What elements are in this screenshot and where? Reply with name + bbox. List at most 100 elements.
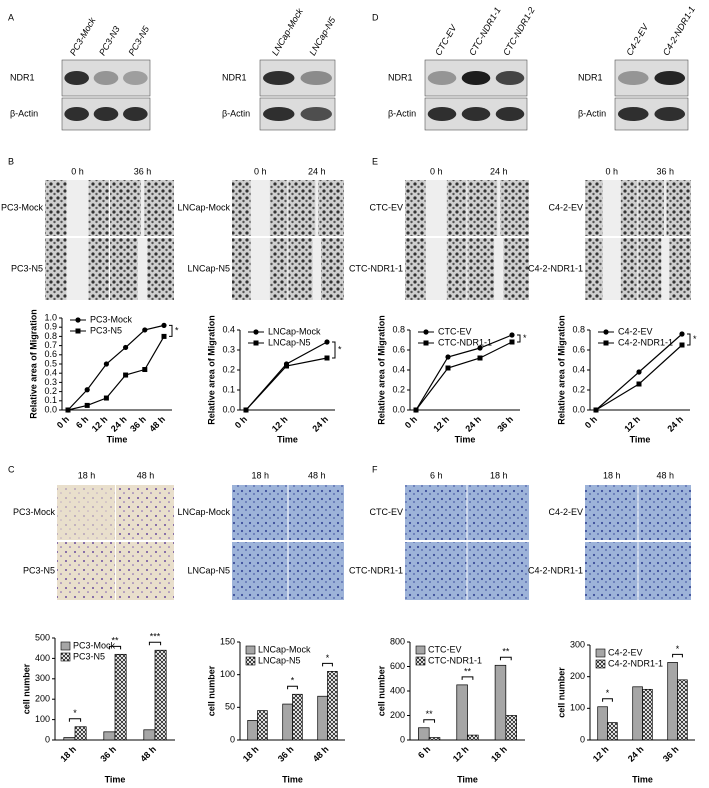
time-label: 48 h (308, 470, 326, 480)
bar (143, 729, 156, 741)
micrograph (288, 485, 344, 540)
x-tick-label: 48 h (138, 744, 158, 764)
significance-bracket (672, 653, 683, 658)
marker (65, 407, 71, 413)
row-label: LNCap-Mock (177, 507, 230, 517)
legend-label: LNCap-N5 (268, 337, 311, 347)
marker (84, 402, 90, 408)
blot-band (64, 107, 89, 121)
blot-lane-label: CTC-NDR1-2 (501, 5, 537, 57)
wound-gap (497, 180, 501, 236)
marker (445, 365, 451, 371)
significance-bracket (148, 641, 162, 646)
micrograph-cells (116, 542, 174, 600)
marker (477, 345, 483, 351)
marker (103, 361, 109, 367)
row-label: PC3-Mock (1, 202, 44, 212)
x-tick-label: 12 h (431, 414, 451, 434)
legend-label: PC3-N5 (73, 651, 105, 661)
y-tick-label: 0.4 (572, 364, 585, 374)
time-label: 36 h (656, 166, 674, 176)
blot-band (263, 71, 295, 85)
y-tick-label: 0 (230, 734, 235, 744)
x-tick-label: 18 h (58, 744, 78, 764)
micrograph (232, 542, 288, 600)
y-tick-label: 200 (570, 671, 585, 681)
y-tick-label: 0.2 (392, 384, 405, 394)
bar (418, 727, 430, 741)
marker (123, 344, 129, 351)
x-axis-label: Time (457, 774, 478, 784)
bar (597, 706, 608, 741)
micrograph (585, 485, 638, 540)
y-tick-label: 0.4 (222, 324, 235, 334)
bar (632, 686, 643, 741)
panel-label: C (8, 464, 15, 474)
legend-swatch (595, 648, 606, 658)
marker (243, 407, 249, 413)
significance-bracket (602, 698, 613, 702)
x-tick-label: 12 h (270, 414, 290, 434)
line (415, 341, 513, 411)
wound-gap (663, 180, 667, 236)
wound-gap (140, 180, 145, 236)
blot-band (495, 107, 525, 121)
x-tick-label: 0 h (55, 414, 71, 430)
y-tick-label: 0.0 (572, 404, 585, 414)
row-label: LNCap-Mock (177, 202, 230, 212)
x-tick-label: 24 h (463, 414, 483, 434)
y-tick-label: 200 (390, 710, 405, 720)
legend-label: CTC-NDR1-1 (428, 655, 482, 665)
blot-band (427, 107, 457, 121)
blot-band (123, 71, 148, 85)
time-label: 0 h (254, 166, 267, 176)
wound-gap (661, 238, 670, 300)
blot-band (93, 107, 119, 121)
legend-swatch (245, 656, 256, 666)
x-tick-label: 6 h (416, 744, 432, 760)
y-tick-label: 0 (45, 734, 50, 744)
y-tick-label: 0.0 (44, 404, 57, 414)
legend-label: C4-2-EV (618, 326, 653, 336)
wound-gap (66, 180, 89, 236)
legend-label: LNCap-Mock (258, 644, 311, 654)
x-tick-label: 18 h (241, 744, 261, 764)
micrograph (467, 542, 529, 600)
row-label: LNCap-N5 (187, 565, 230, 575)
bar (428, 737, 441, 741)
micrograph (467, 485, 529, 540)
micrograph (405, 485, 467, 540)
y-tick-label: 0.8 (44, 331, 57, 341)
blot-row-label: NDR1 (578, 72, 603, 82)
x-tick-label: 0 h (583, 414, 599, 430)
wound-gap (425, 238, 447, 300)
significance-label: ** (464, 666, 472, 676)
marker (324, 355, 330, 361)
row-label: C4-2-EV (548, 507, 583, 517)
bar (327, 671, 338, 741)
legend-label: CTC-EV (438, 326, 472, 336)
x-axis-label: Time (630, 434, 651, 444)
significance-bracket (499, 656, 512, 661)
bar (667, 662, 678, 741)
blot-band (427, 71, 457, 85)
line (67, 336, 165, 411)
micrograph (288, 542, 344, 600)
wound-gap (602, 180, 621, 236)
row-label: CTC-EV (370, 507, 404, 517)
legend-swatch (595, 659, 606, 669)
y-tick-label: 0.3 (222, 344, 235, 354)
y-tick-label: 50 (225, 702, 235, 712)
wound-gap (494, 238, 504, 300)
y-tick-label: 0.0 (392, 404, 405, 414)
y-tick-label: 0.9 (44, 322, 57, 332)
blot-band (263, 107, 295, 121)
panel-label: F (372, 464, 378, 474)
blot-lane-label: CTC-EV (433, 22, 459, 57)
y-tick-label: 100 (220, 669, 235, 679)
legend-label: CTC-NDR1-1 (438, 337, 492, 347)
bar (505, 715, 517, 741)
blot-lane-label: PC3-N3 (97, 24, 122, 57)
y-tick-label: 0.0 (222, 404, 235, 414)
